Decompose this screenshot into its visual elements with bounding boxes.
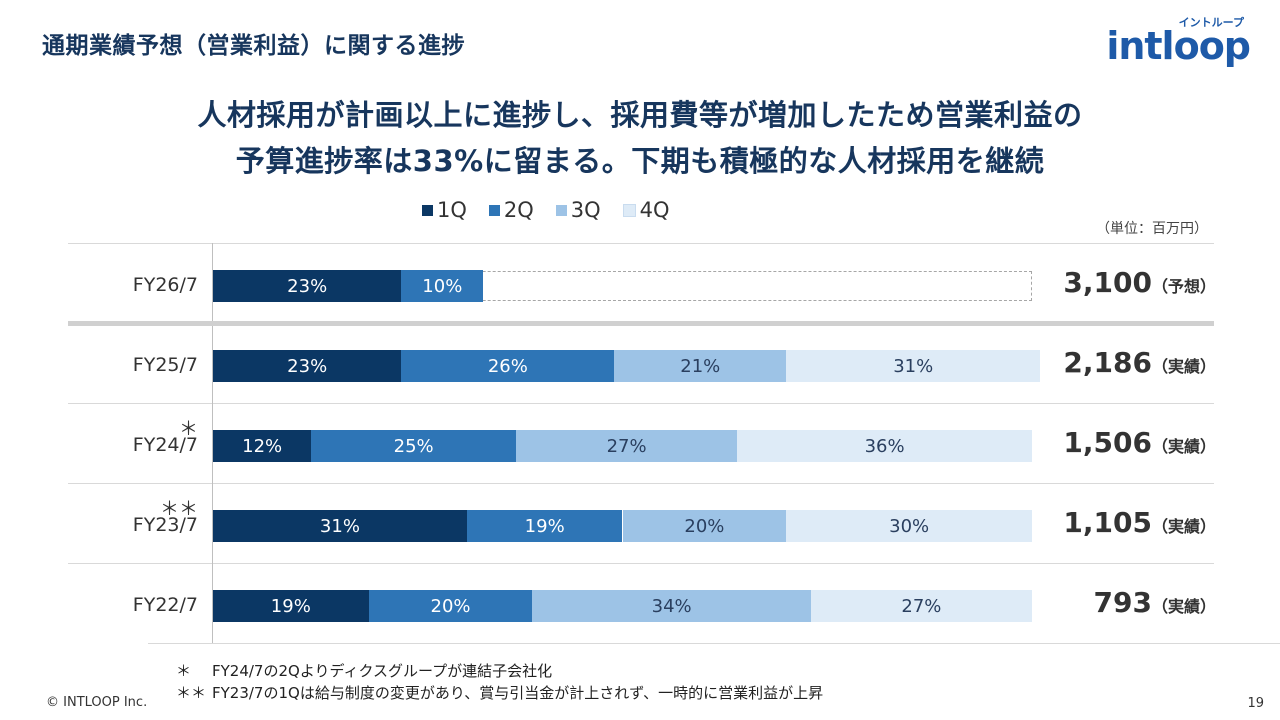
logo-kana: イントループ	[1178, 16, 1244, 29]
row-total: 3,100（予想）	[1046, 266, 1216, 299]
bar-segment-q4: 30%	[786, 510, 1032, 542]
forecast-separator	[68, 321, 1214, 326]
bar-segment-q2: 20%	[368, 590, 533, 622]
row-footnote-mark: ＊＊	[159, 498, 198, 520]
row-total: 2,186（実績）	[1046, 346, 1216, 379]
total-tag: （実績）	[1151, 437, 1216, 456]
bar-segment-q3: 27%	[516, 430, 738, 462]
footnote-2: ＊＊ FY23/7の1Qは給与制度の変更があり、賞与引当金が計上されず、一時的に営…	[176, 682, 823, 703]
legend-item-4q: 4Q	[622, 198, 670, 222]
unit-label: （単位：百万円）	[1096, 221, 1208, 237]
bar-segment-q1: 19%	[213, 590, 369, 622]
legend-item-3q: 3Q	[555, 198, 601, 222]
bar-segment-q3: 34%	[532, 590, 811, 622]
total-value: 1,506	[1063, 426, 1152, 459]
row-total: 1,506（実績）	[1046, 426, 1216, 459]
legend-label: 3Q	[570, 198, 601, 222]
row-total: 1,105（実績）	[1046, 506, 1216, 539]
legend-item-1q: 1Q	[422, 198, 467, 222]
headline-line-1: 人材採用が計画以上に進捗し、採用費等が増加したため営業利益の	[197, 98, 1083, 132]
footnote-text: FY23/7の1Qは給与制度の変更があり、賞与引当金が計上されず、一時的に営業利…	[212, 684, 824, 702]
grid-line	[68, 563, 1214, 564]
logo-wordmark: intloop	[1106, 24, 1251, 68]
footnote-mark: ＊＊	[176, 684, 207, 702]
bar-segment-q4: 31%	[786, 350, 1041, 382]
total-tag: （実績）	[1151, 517, 1216, 536]
bar-segment-q2: 25%	[311, 430, 517, 462]
bar-segment-q1: 23%	[213, 350, 402, 382]
total-value: 2,186	[1063, 346, 1152, 379]
bar-segment-q2: 10%	[401, 270, 484, 302]
row-label: FY23/7	[132, 514, 198, 536]
grid-line	[68, 243, 1214, 244]
grid-line	[68, 483, 1214, 484]
row-label: FY24/7	[132, 434, 198, 456]
bar-segment-q1: 23%	[213, 270, 402, 302]
total-tag: （実績）	[1151, 357, 1216, 376]
legend-label: 4Q	[639, 198, 670, 222]
row-label: FY26/7	[132, 274, 198, 296]
legend-label: 2Q	[503, 198, 534, 222]
company-logo: イントループ intloop	[1106, 14, 1251, 66]
bar-segment-q3: 20%	[622, 510, 787, 542]
total-value: 3,100	[1063, 266, 1152, 299]
bar-segment-q3: 21%	[614, 350, 787, 382]
page-title: 通期業績予想（営業利益）に関する進捗	[42, 33, 465, 59]
footnote-text: FY24/7の2Qよりディクスグループが連結子会社化	[212, 662, 553, 680]
grid-line	[148, 643, 1280, 644]
legend-swatch	[488, 204, 500, 216]
legend-swatch	[422, 204, 433, 216]
axis-line	[212, 326, 213, 643]
chart-legend: 1Q 2Q 3Q 4Q	[422, 196, 670, 224]
page-number: 19	[1247, 696, 1264, 711]
legend-item-2q: 2Q	[488, 198, 534, 222]
total-tag: （予想）	[1151, 277, 1216, 296]
row-label: FY25/7	[132, 354, 198, 376]
legend-swatch	[555, 204, 567, 216]
row-total: 793（実績）	[1046, 586, 1216, 619]
bar-segment-q4: 27%	[810, 590, 1032, 622]
row-label: FY22/7	[132, 594, 198, 616]
bar-segment-q1: 31%	[213, 510, 467, 542]
footnote-1: ＊ FY24/7の2Qよりディクスグループが連結子会社化	[176, 660, 552, 681]
bar-segment-q1: 12%	[213, 430, 312, 462]
bar-segment-q2: 26%	[401, 350, 615, 382]
bar-segment-q2: 19%	[466, 510, 623, 542]
bar-segment-q4: 36%	[737, 430, 1032, 462]
row-footnote-mark: ＊	[178, 418, 198, 440]
total-tag: （実績）	[1151, 597, 1216, 616]
legend-swatch	[622, 203, 636, 217]
footnote-mark: ＊	[176, 662, 192, 680]
legend-label: 1Q	[437, 198, 467, 222]
headline-line-2: 予算進捗率は33%に留まる。下期も積極的な人材採用を継続	[235, 144, 1045, 178]
grid-line	[68, 403, 1214, 404]
total-value: 793	[1093, 586, 1152, 619]
axis-line	[212, 243, 213, 321]
copyright: © INTLOOP Inc.	[46, 695, 148, 710]
total-value: 1,105	[1063, 506, 1152, 539]
